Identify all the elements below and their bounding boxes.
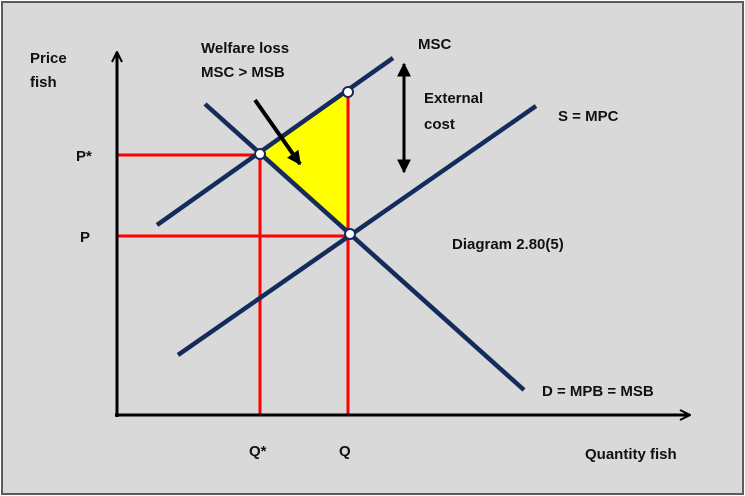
point-msc-demand	[254, 148, 266, 160]
point-market-equilibrium	[344, 228, 356, 240]
msc-label: MSC	[418, 36, 452, 53]
tick-label-p: P	[80, 229, 90, 246]
welfare-loss-label-line2: MSC > MSB	[201, 64, 285, 81]
msc-curve	[155, 56, 395, 227]
supply-curve	[176, 104, 538, 357]
welfare-loss-label-line1: Welfare loss	[201, 40, 289, 57]
tick-label-p-star: P*	[76, 148, 92, 165]
demand-label: D = MPB = MSB	[542, 383, 654, 400]
tick-label-q: Q	[339, 443, 351, 460]
arrow-down-right-icon	[253, 98, 302, 166]
supply-label: S = MPC	[558, 108, 619, 125]
tick-label-q-star: Q*	[249, 443, 267, 460]
point-msc-at-q	[342, 86, 354, 98]
external-cost-label-line2: cost	[424, 116, 455, 133]
y-axis-label-line2: fish	[30, 74, 57, 91]
diagram-id-label: Diagram 2.80(5)	[452, 236, 564, 253]
x-axis-label: Quantity fish	[585, 446, 677, 463]
external-cost-label-line1: External	[424, 90, 483, 107]
y-axis-label-line1: Price	[30, 50, 67, 67]
